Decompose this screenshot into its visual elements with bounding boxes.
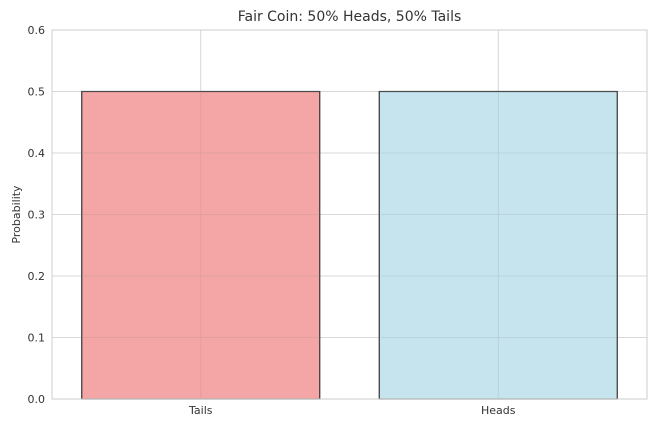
x-tick-labels: Tails Heads (188, 404, 516, 417)
y-tick-label: 0.3 (28, 209, 46, 222)
x-tick-label: Heads (481, 404, 516, 417)
y-tick-label: 0.1 (28, 332, 46, 345)
y-tick-label: 0.2 (28, 270, 46, 283)
x-tick-label: Tails (188, 404, 213, 417)
y-tick-labels: 0.0 0.1 0.2 0.3 0.4 0.5 0.6 (28, 24, 46, 406)
y-tick-label: 0.5 (28, 86, 46, 99)
y-tick-label: 0.6 (28, 24, 46, 37)
y-axis-label: Probability (10, 185, 23, 244)
y-tick-label: 0.0 (28, 393, 46, 406)
y-tick-label: 0.4 (28, 147, 46, 160)
chart-title: Fair Coin: 50% Heads, 50% Tails (238, 9, 462, 25)
